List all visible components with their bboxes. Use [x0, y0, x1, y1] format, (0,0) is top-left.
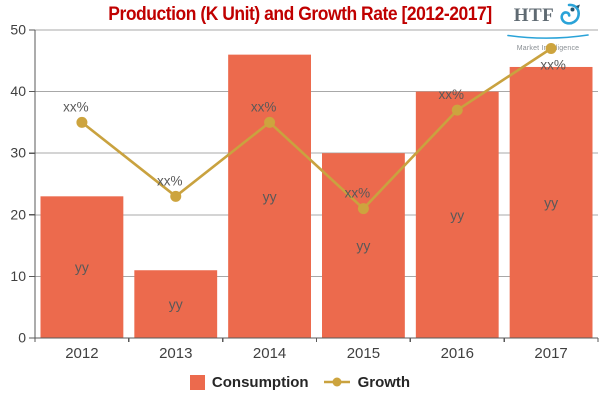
growth-point — [451, 104, 463, 116]
legend-consumption-label: Consumption — [211, 373, 309, 391]
bar-2017 — [509, 66, 593, 339]
bar-value-label: yy — [544, 194, 558, 210]
x-tick-label: 2017 — [534, 345, 567, 362]
point-value-label: xx% — [540, 57, 566, 72]
growth-line — [81, 47, 552, 211]
bar-2014 — [228, 54, 311, 338]
bar-2012 — [40, 196, 124, 338]
point-value-label: xx% — [63, 99, 89, 114]
y-tick-label: 50 — [10, 22, 26, 38]
y-tick-label: 30 — [10, 145, 26, 161]
x-tick-label: 2015 — [347, 345, 380, 362]
y-tick-label: 0 — [18, 330, 26, 346]
legend-item-growth: Growth — [323, 373, 411, 391]
bar-value-label: yy — [356, 238, 370, 254]
x-tick-label: 2016 — [441, 345, 474, 362]
y-tick-label: 40 — [10, 83, 26, 99]
chart-title: Production (K Unit) and Growth Rate [201… — [108, 4, 492, 25]
point-value-label: xx% — [251, 99, 277, 114]
legend-item-consumption: Consumption — [189, 373, 309, 391]
legend-growth-label: Growth — [357, 373, 411, 391]
growth-point — [264, 116, 276, 128]
bar-value-label: yy — [450, 207, 464, 223]
logo-swirl-icon — [560, 3, 581, 25]
point-value-label: xx% — [345, 186, 371, 201]
legend: Consumption Growth — [0, 370, 600, 394]
growth-point — [76, 116, 88, 128]
bar-value-label: yy — [263, 188, 277, 204]
bar-2016 — [415, 91, 499, 338]
bar-value-label: yy — [75, 259, 89, 275]
bar-value-label: yy — [169, 296, 183, 312]
growth-point — [170, 190, 182, 202]
chart-plot-area: yy yy yy yy yy yy 0 10 20 30 40 50 2012 2013 2014 2015 2… — [10, 22, 599, 362]
growth-point — [545, 42, 557, 54]
y-tick-label: 10 — [10, 268, 26, 284]
x-tick-label: 2012 — [65, 345, 98, 362]
x-tick-label: 2013 — [159, 345, 192, 362]
logo-text: HTF — [513, 4, 555, 26]
legend-growth-marker-icon — [323, 377, 350, 387]
point-value-label: xx% — [438, 87, 464, 102]
legend-consumption-swatch-icon — [189, 374, 205, 390]
logo-swoosh — [507, 34, 589, 39]
y-tick-label: 20 — [10, 206, 26, 222]
growth-point — [357, 203, 369, 215]
point-value-label: xx% — [157, 173, 183, 188]
bar-2013 — [134, 270, 218, 338]
x-tick-label: 2014 — [253, 345, 286, 362]
